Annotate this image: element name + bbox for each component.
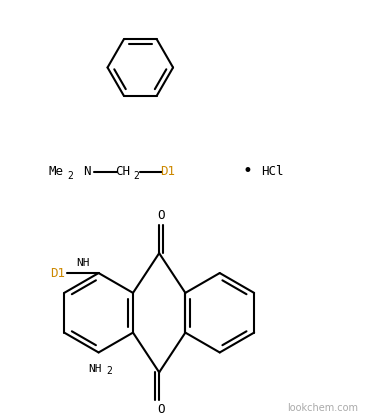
Text: lookchem.com: lookchem.com <box>287 403 358 413</box>
Text: NH: NH <box>89 365 102 375</box>
Text: 2: 2 <box>67 171 73 181</box>
Text: 2: 2 <box>107 366 112 376</box>
Text: D1: D1 <box>160 165 175 178</box>
Text: HCl: HCl <box>261 165 284 178</box>
Text: N: N <box>83 165 90 178</box>
Text: D1: D1 <box>50 266 65 279</box>
Text: CH: CH <box>115 165 130 178</box>
Text: Me: Me <box>49 165 64 178</box>
Text: O: O <box>157 210 165 222</box>
Text: 2: 2 <box>133 171 139 181</box>
Text: NH: NH <box>76 258 89 268</box>
Text: O: O <box>157 403 165 416</box>
Text: •: • <box>243 162 253 180</box>
